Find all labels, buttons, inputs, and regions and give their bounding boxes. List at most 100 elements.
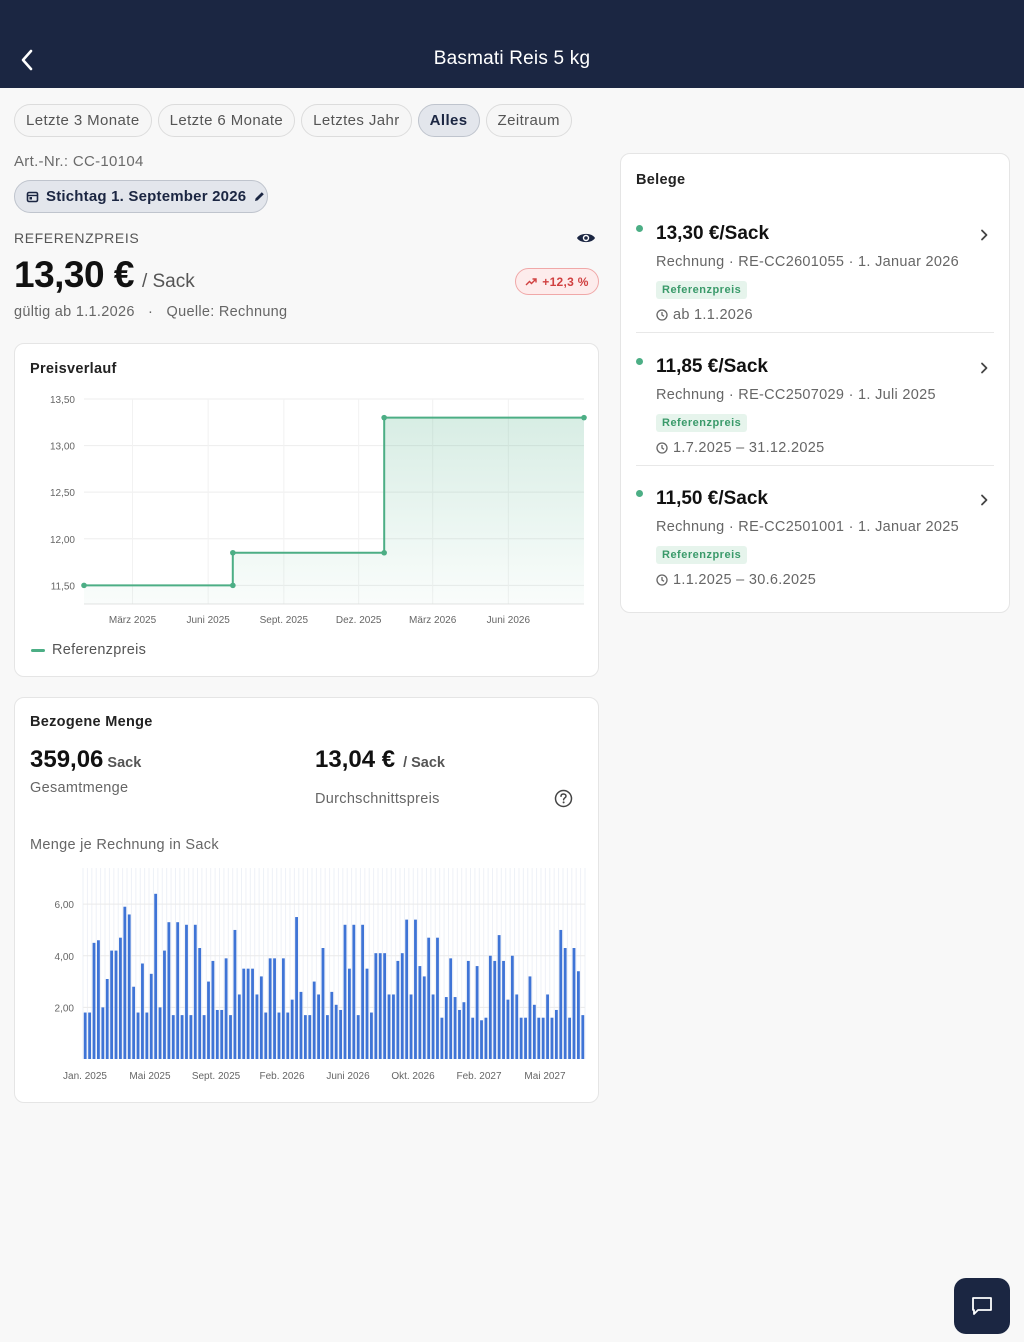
reference-price-value: 13,30 € xyxy=(14,254,134,295)
quantity-bar-chart: 2,00 4,00 6,00 Jan. 2025 Mai 2025 Sept. 2025 F… xyxy=(55,868,586,1082)
quantity-bar xyxy=(392,994,395,1059)
quantity-bar xyxy=(334,1004,338,1059)
quantity-bar xyxy=(123,906,127,1059)
average-price-value: 13,04 € xyxy=(315,746,396,773)
quantity-bar xyxy=(202,1015,206,1059)
quantity-bar xyxy=(220,1009,224,1059)
receipts-card: Belege 13,30 €/Sack Rechnung · RE-CC26010… xyxy=(620,153,1010,613)
filter-chip-2[interactable]: Letztes Jahr xyxy=(301,104,412,137)
quantity-bar xyxy=(259,976,263,1059)
receipt-meta: Rechnung · RE-CC2507029 · 1. Juli 2025 xyxy=(656,386,936,403)
quantity-bar xyxy=(365,968,369,1059)
quantity-bar xyxy=(405,919,409,1059)
total-quantity-value: 359,06 xyxy=(30,746,104,773)
quantity-bar xyxy=(88,1012,92,1059)
receipt-status-dot xyxy=(636,490,643,497)
quantity-title: Bezogene Menge xyxy=(30,714,153,730)
receipt-price: 13,30 €/Sack xyxy=(656,223,770,244)
stichtag-label: Stichtag 1. September 2026 xyxy=(46,188,247,205)
x-tick-label: Okt. 2026 xyxy=(391,1071,435,1082)
quantity-bar xyxy=(97,940,100,1059)
quantity-bar xyxy=(444,997,448,1059)
quantity-bar xyxy=(493,960,497,1059)
filter-chip-0[interactable]: Letzte 3 Monate xyxy=(14,104,152,137)
quantity-bar xyxy=(396,960,400,1059)
quantity-bar xyxy=(277,1012,281,1059)
quantity-bar xyxy=(502,960,505,1059)
quantity-bar xyxy=(325,1015,329,1059)
receipt-period: 1.7.2025 – 31.12.2025 xyxy=(656,440,824,456)
receipt-item[interactable]: 13,30 €/Sack Rechnung · RE-CC2601055 · 1.… xyxy=(621,212,1009,344)
price-point xyxy=(381,414,387,421)
stichtag-button[interactable]: Stichtag 1. September 2026 xyxy=(14,180,268,213)
separator: · xyxy=(148,304,154,320)
clock-icon xyxy=(656,441,668,454)
quantity-bar xyxy=(546,994,549,1059)
quantity-bar xyxy=(348,968,351,1059)
price-point xyxy=(230,582,236,589)
quantity-bar xyxy=(572,948,576,1059)
quantity-bar xyxy=(149,973,153,1059)
quantity-bar xyxy=(563,948,567,1059)
back-button[interactable] xyxy=(14,46,40,74)
quantity-bar xyxy=(154,893,158,1059)
quantity-bar xyxy=(92,942,96,1059)
quantity-bar xyxy=(303,1015,307,1059)
quantity-bar xyxy=(576,971,580,1059)
quantity-bar xyxy=(189,1015,193,1059)
receipt-period-text: ab 1.1.2026 xyxy=(673,307,753,323)
quantity-bar xyxy=(484,1017,488,1059)
top-app-bar: Basmati Reis 5 kg xyxy=(0,0,1024,88)
clock-icon xyxy=(656,574,668,586)
quantity-bar xyxy=(387,994,391,1059)
quantity-bar xyxy=(127,914,131,1059)
y-tick-label: 11,50 xyxy=(51,581,76,592)
quantity-bar xyxy=(524,1017,527,1059)
receipt-price: 11,85 €/Sack xyxy=(656,355,768,377)
quantity-bar xyxy=(339,1009,343,1059)
quantity-bar xyxy=(180,1015,184,1059)
page-title: Basmati Reis 5 kg xyxy=(433,48,591,69)
quantity-bar xyxy=(400,953,404,1059)
x-tick-label: Feb. 2026 xyxy=(259,1071,304,1082)
y-tick-label: 2,00 xyxy=(55,1003,75,1014)
quantity-bar xyxy=(458,1009,461,1059)
receipt-badge: Referenzpreis xyxy=(656,281,748,299)
chat-button[interactable] xyxy=(954,1278,1010,1334)
quantity-bar xyxy=(330,991,334,1059)
filter-chip-4[interactable]: Zeitraum xyxy=(485,104,572,137)
quantity-bar xyxy=(237,994,241,1059)
receipt-meta: Rechnung · RE-CC2501001 · 1. Januar 2025 xyxy=(656,519,959,535)
quantity-bar xyxy=(229,1015,232,1059)
quantity-bar xyxy=(554,1009,558,1059)
average-price-label: Durchschnittspreis xyxy=(315,791,440,807)
receipt-item[interactable]: 11,85 €/Sack Rechnung · RE-CC2507029 · 1.… xyxy=(621,345,1009,477)
receipt-item[interactable]: 11,50 €/Sack Rechnung · RE-CC2501001 · 1.… xyxy=(621,477,1009,609)
x-tick-label: Feb. 2027 xyxy=(456,1071,501,1082)
quantity-bar xyxy=(515,994,519,1059)
quantity-bar xyxy=(519,1017,523,1059)
quantity-bar xyxy=(171,1015,175,1059)
quantity-bar xyxy=(537,1017,541,1059)
quantity-bar xyxy=(176,922,180,1059)
quantity-bar xyxy=(409,994,413,1059)
filter-chip-3[interactable]: Alles xyxy=(417,104,480,137)
quantity-bar xyxy=(198,948,202,1059)
quantity-bar xyxy=(317,994,320,1059)
receipt-status-dot xyxy=(636,225,643,232)
quantity-bar xyxy=(163,950,166,1059)
quantity-bar xyxy=(246,968,250,1059)
total-quantity: 359,06 Sack xyxy=(30,746,141,774)
time-filter-chips: Letzte 3 Monate Letzte 6 Monate Letztes Ja… xyxy=(14,104,572,137)
reference-price-label: REFERENZPREIS xyxy=(14,230,140,246)
valid-from: gültig ab 1.1.2026 xyxy=(14,304,135,320)
filter-chip-1[interactable]: Letzte 6 Monate xyxy=(157,104,296,137)
help-circle-icon[interactable] xyxy=(554,789,573,808)
quantity-bar xyxy=(312,981,316,1059)
quantity-bar xyxy=(431,994,435,1059)
y-tick-label: 13,00 xyxy=(50,442,75,453)
quantity-bar xyxy=(506,999,510,1059)
average-price: 13,04 € / Sack xyxy=(315,746,445,774)
eye-icon[interactable] xyxy=(576,230,596,246)
quantity-bar xyxy=(233,929,237,1059)
